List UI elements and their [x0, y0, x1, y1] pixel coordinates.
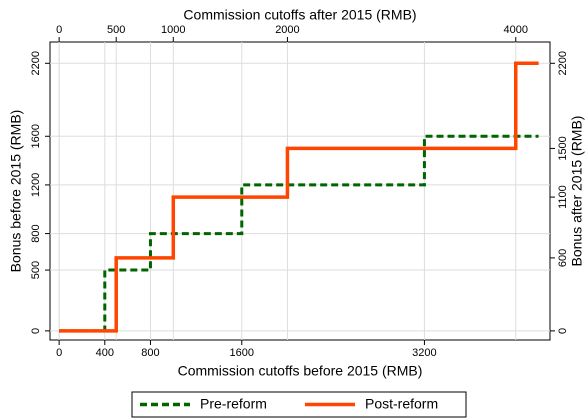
y-tick-label: 1600: [30, 124, 42, 148]
x2-tick-label: 0: [56, 24, 62, 36]
y-tick-label: 500: [30, 261, 42, 279]
y2-tick-label: 2200: [557, 51, 569, 75]
plot-frame: [49, 41, 551, 341]
x2-tick-label: 2000: [275, 24, 299, 36]
x-tick-label: 1600: [230, 347, 254, 359]
legend-label: Post-reform: [365, 396, 438, 412]
y2-axis-title: Bonus after 2015 (RMB): [569, 116, 585, 267]
y-tick-label: 800: [30, 224, 42, 242]
x-tick-label: 400: [96, 347, 114, 359]
x-tick-label: 0: [56, 347, 62, 359]
y2-tick-label: 1100: [557, 185, 569, 209]
x2-tick-label: 500: [107, 24, 125, 36]
x-tick-label: 3200: [412, 347, 436, 359]
x2-axis-title: Commission cutoffs after 2015 (RMB): [183, 7, 416, 23]
y-tick-label: 2200: [30, 51, 42, 75]
x2-tick-label: 4000: [504, 24, 528, 36]
series-line: [59, 134, 539, 333]
y-tick-label: 0: [30, 328, 42, 334]
legend-label: Pre-reform: [200, 396, 267, 412]
x-axis-title: Commission cutoffs before 2015 (RMB): [178, 363, 423, 379]
y-axis-title: Bonus before 2015 (RMB): [8, 110, 24, 273]
y2-tick-label: 1500: [557, 136, 569, 160]
x-tick-label: 800: [141, 347, 159, 359]
series-line: [59, 61, 539, 333]
x2-tick-label: 1000: [161, 24, 185, 36]
y-tick-label: 1200: [30, 173, 42, 197]
y2-tick-label: 600: [557, 249, 569, 267]
y2-tick-label: 0: [557, 328, 569, 334]
